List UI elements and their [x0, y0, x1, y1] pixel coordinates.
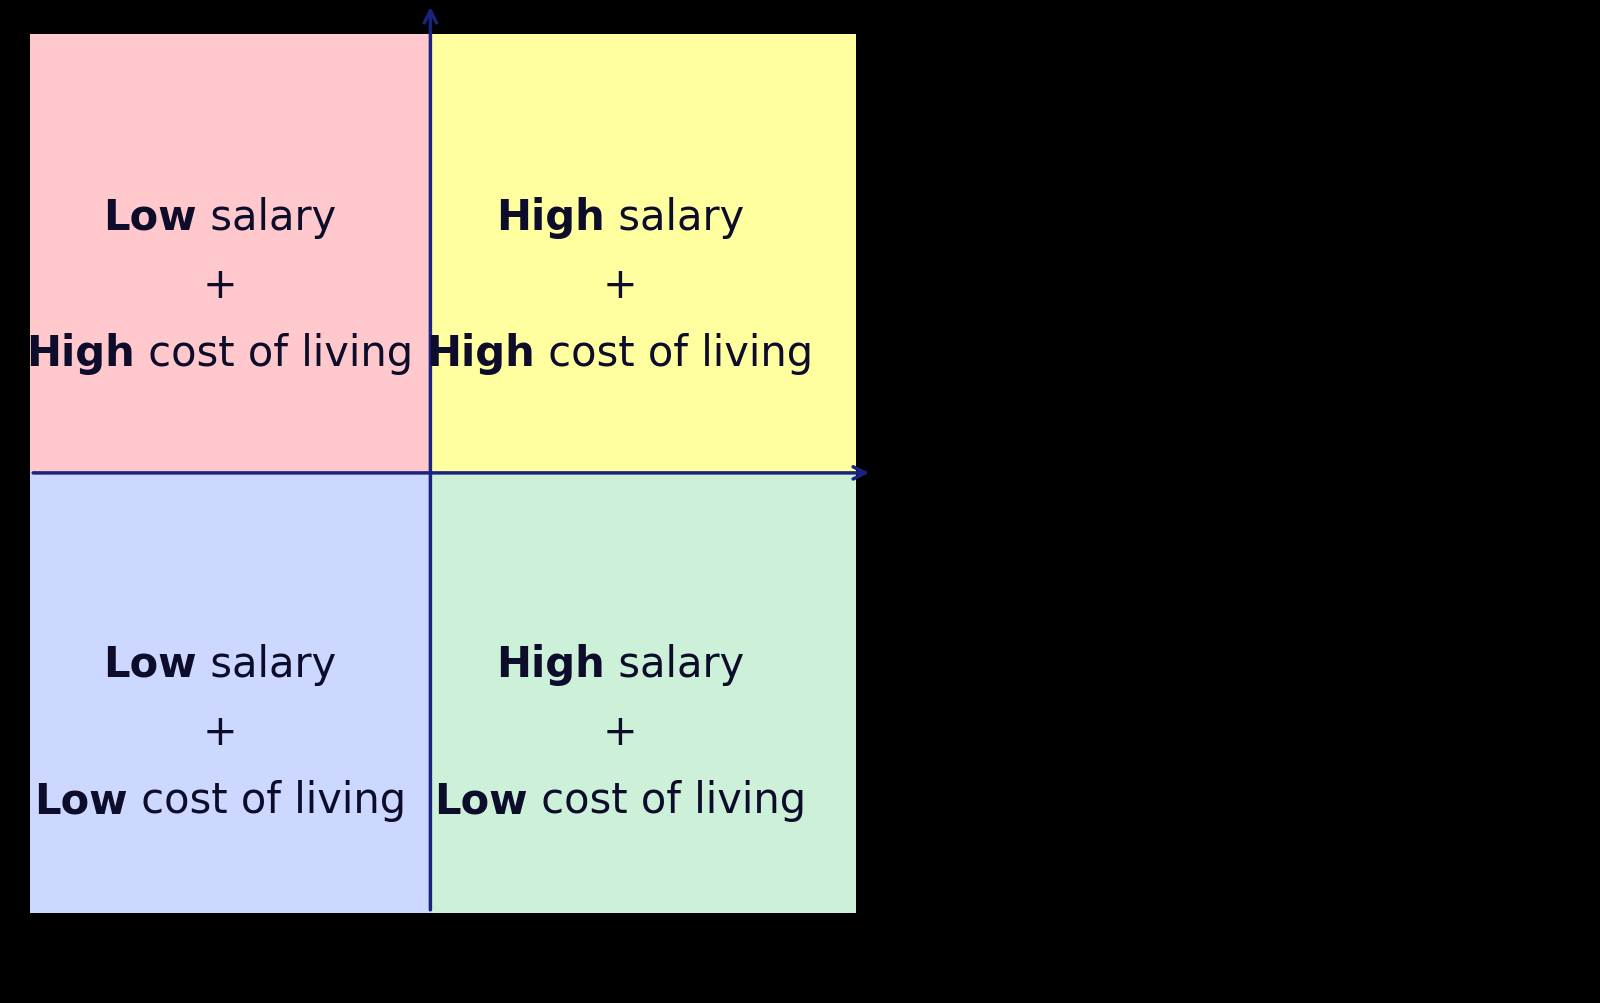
Bar [430, 473, 856, 913]
Bar [30, 35, 430, 473]
Text: +: + [603, 265, 637, 307]
Text: salary: salary [197, 197, 336, 239]
Text: Low: Low [104, 643, 197, 685]
Text: cost of living: cost of living [128, 779, 406, 821]
Text: +: + [203, 265, 237, 307]
Text: High: High [496, 643, 605, 685]
Text: Low: Low [104, 197, 197, 239]
Text: High: High [496, 197, 605, 239]
Text: +: + [603, 711, 637, 753]
Text: cost of living: cost of living [528, 779, 806, 821]
Text: salary: salary [197, 643, 336, 685]
Text: cost of living: cost of living [536, 333, 813, 375]
Text: Low: Low [34, 779, 128, 821]
Text: +: + [203, 711, 237, 753]
Text: salary: salary [605, 197, 744, 239]
Bar [30, 473, 430, 913]
Bar [430, 35, 856, 473]
Text: salary: salary [605, 643, 744, 685]
Text: cost of living: cost of living [136, 333, 413, 375]
Text: High: High [427, 333, 536, 375]
Text: High: High [27, 333, 136, 375]
Text: Low: Low [434, 779, 528, 821]
